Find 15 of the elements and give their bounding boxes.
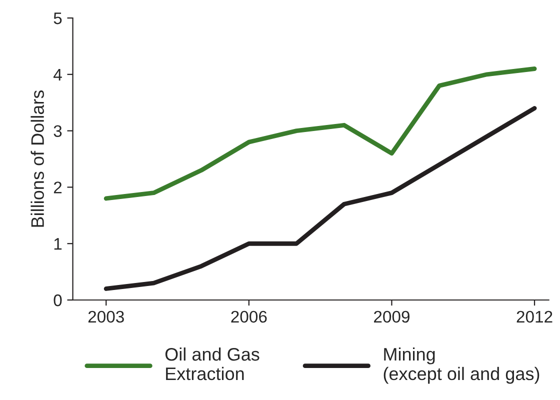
y-tick-label: 4: [54, 68, 62, 80]
y-tick-label: 3: [54, 125, 62, 138]
y-tick-label: 1: [54, 238, 62, 250]
x-tick-label: 2009: [374, 310, 410, 323]
y-axis-title: Billions of Dollars: [30, 90, 44, 227]
x-tick-label: 2003: [88, 310, 124, 323]
legend-label: Oil and Gas Extraction: [165, 347, 260, 380]
y-tick-label: 5: [54, 12, 62, 24]
x-tick-label: 2006: [231, 310, 267, 323]
y-tick-label: 2: [54, 182, 62, 194]
legend-label: Mining (except oil and gas): [384, 347, 540, 384]
line-series: [104, 106, 537, 291]
line-series: [104, 66, 537, 201]
x-tick-label: 2012: [516, 310, 552, 323]
y-tick-label: 0: [54, 294, 62, 306]
